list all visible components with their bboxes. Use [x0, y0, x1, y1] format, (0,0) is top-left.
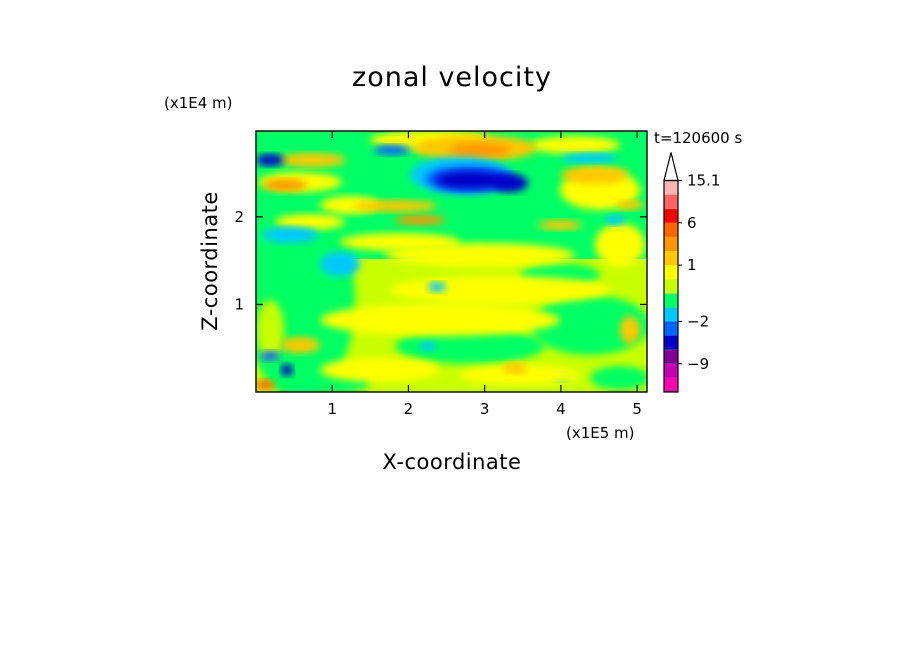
colorbar-label: −2: [687, 313, 709, 331]
colorbar-swatch: [664, 208, 678, 223]
colorbar-swatch: [664, 279, 678, 294]
time-label: t=120600 s: [654, 129, 742, 147]
y-tick-label: 2: [234, 208, 244, 226]
colorbar: 15.1 6 1 −2 −9: [663, 152, 720, 393]
colorbar-label: 15.1: [687, 172, 720, 190]
colorbar-swatch: [664, 335, 678, 350]
colorbar-swatch: [664, 251, 678, 266]
field-patch: [435, 171, 505, 189]
field-patch: [503, 362, 527, 374]
colorbar-swatch: [664, 222, 678, 237]
field-patch: [256, 300, 284, 360]
x-tick-label: 5: [632, 400, 642, 418]
field-patch: [395, 328, 545, 364]
field-patch: [620, 316, 640, 344]
field-patch: [460, 365, 580, 385]
field-patch: [492, 174, 528, 192]
field-patch: [320, 252, 360, 276]
colorbar-swatch: [664, 349, 678, 364]
field-patch: [280, 337, 320, 353]
x-axis: 1 2 3 4 5: [327, 131, 642, 418]
field-patch: [530, 136, 620, 154]
x-tick-label: 4: [556, 400, 566, 418]
field-patch: [278, 153, 346, 167]
field-patch: [420, 341, 436, 351]
field-patch: [374, 145, 410, 155]
y-tick-label: 1: [234, 295, 244, 313]
x-tick-label: 1: [327, 400, 337, 418]
colorbar-label: 6: [687, 214, 697, 232]
field-patch: [595, 223, 645, 267]
y-axis-label: Z-coordinate: [198, 191, 222, 331]
field-patch: [450, 143, 510, 157]
x-tick-label: 3: [480, 400, 490, 418]
colorbar-label: 1: [687, 256, 697, 274]
y-axis: 12: [234, 208, 647, 313]
field-patch: [353, 200, 437, 212]
field-patch: [390, 276, 610, 304]
colorbar-extend-arrow: [663, 152, 679, 182]
field-patch: [275, 214, 345, 230]
field-patch: [530, 295, 647, 355]
y-scale-label: (x1E4 m): [164, 94, 233, 112]
field-patch: [538, 220, 582, 230]
field-patch: [320, 358, 440, 382]
x-axis-label: X-coordinate: [383, 450, 522, 474]
colorbar-label: −9: [687, 355, 709, 373]
plot-frame: [255, 130, 648, 393]
field-patch: [320, 304, 560, 336]
field-patch: [256, 154, 284, 166]
colorbar-frame: [663, 179, 679, 393]
colorbar-swatch: [664, 377, 678, 392]
colorbar-swatch: [664, 194, 678, 209]
colorbar-swatch: [664, 180, 678, 195]
field-patch: [562, 153, 618, 163]
colorbar-swatch: [664, 307, 678, 322]
field-patch: [262, 227, 318, 243]
colorbar-swatch: [664, 293, 678, 308]
colorbar-swatch: [664, 321, 678, 336]
field-patch: [428, 282, 446, 292]
field-patch: [340, 233, 460, 251]
velocity-field: [256, 131, 647, 392]
chart-title: zonal velocity: [352, 62, 552, 93]
field-patch: [561, 166, 629, 184]
colorbar-swatch: [664, 363, 678, 378]
x-tick-label: 2: [404, 400, 414, 418]
field-patch: [395, 215, 445, 225]
field-patch: [260, 351, 280, 361]
field-patch: [263, 179, 307, 191]
x-scale-label: (x1E5 m): [566, 424, 635, 442]
field-patch: [256, 380, 275, 390]
colorbar-swatch: [664, 236, 678, 251]
field-patch: [590, 366, 647, 390]
field-patch: [616, 200, 644, 210]
field-patch: [605, 215, 625, 225]
field-patch: [281, 364, 293, 376]
colorbar-swatch: [664, 265, 678, 280]
